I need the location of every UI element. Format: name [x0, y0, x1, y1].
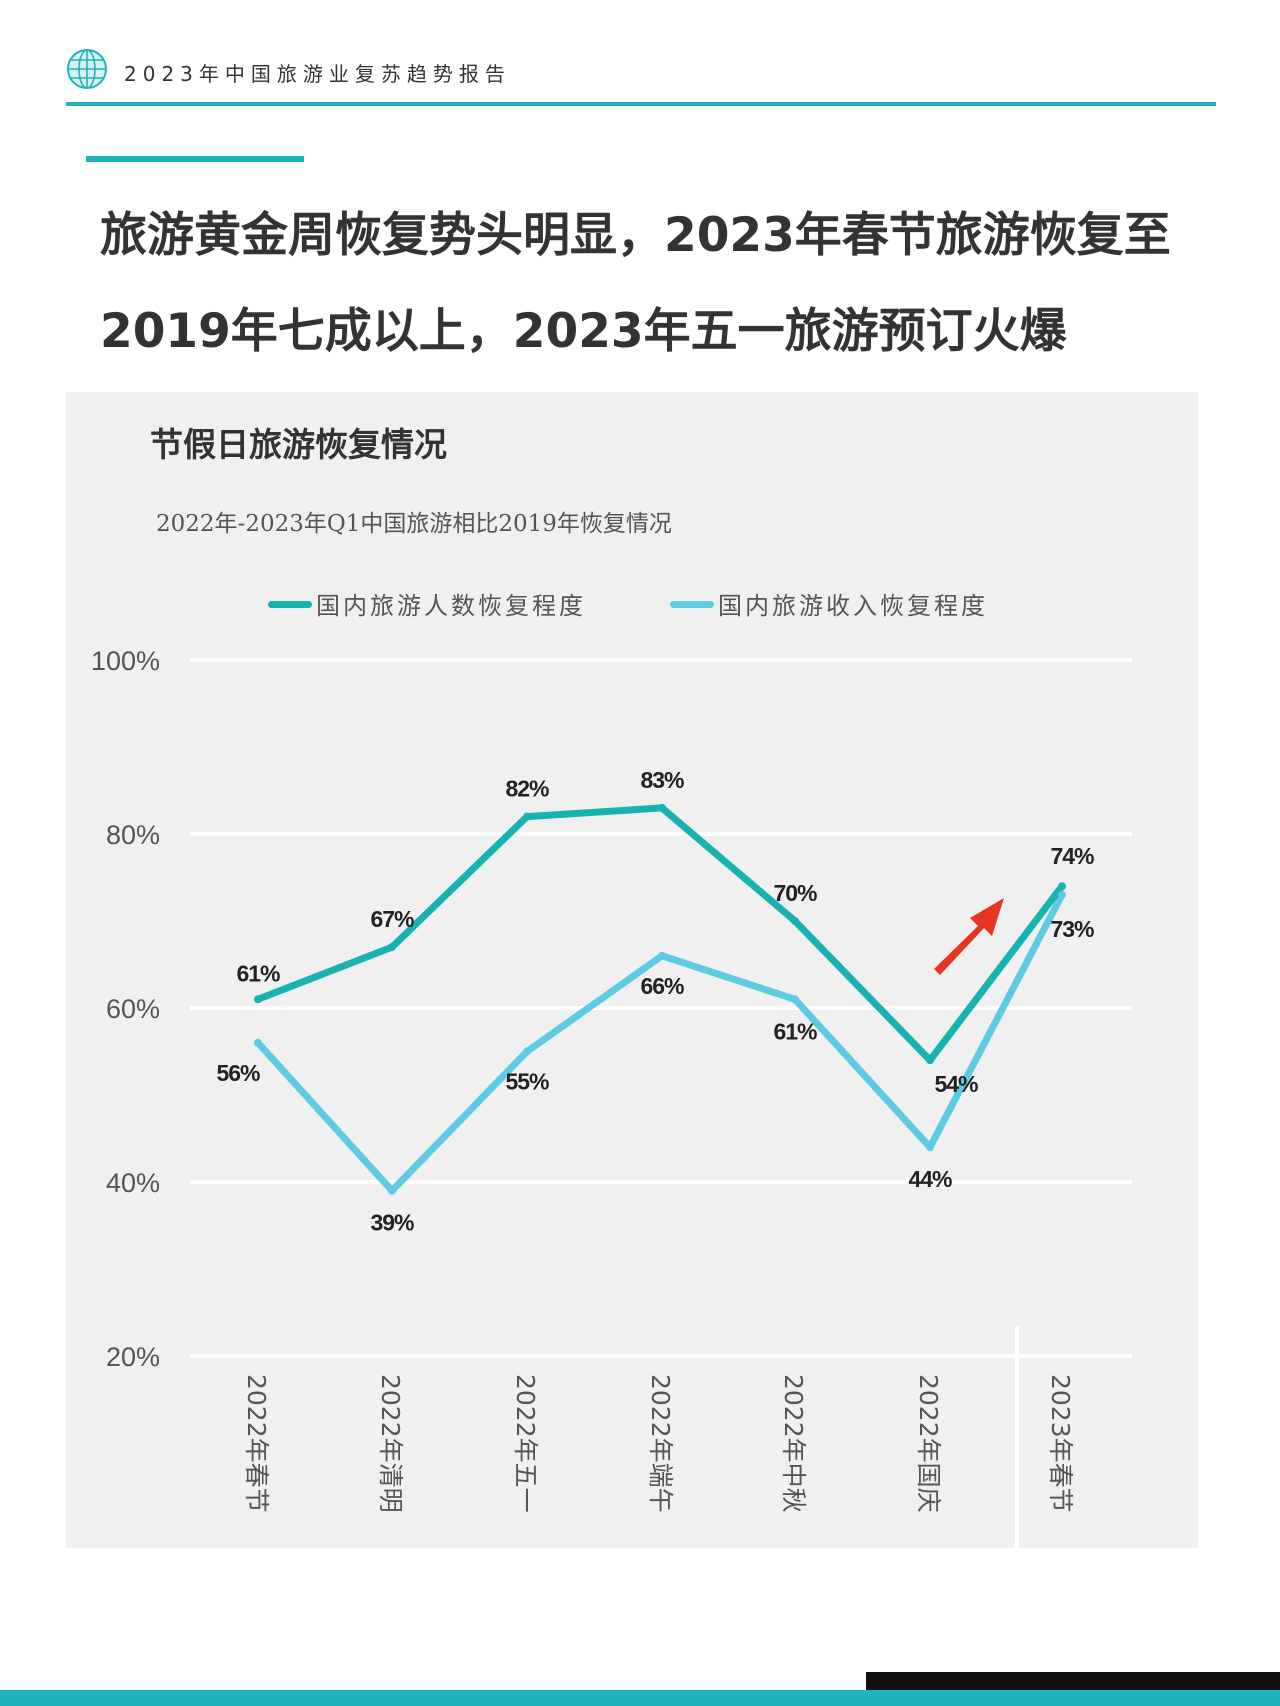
data-label: 54% — [934, 1071, 978, 1097]
data-label: 67% — [370, 906, 414, 932]
y-tick-label: 20% — [106, 1342, 160, 1372]
data-point — [523, 812, 531, 821]
panel-title: 节假日旅游恢复情况 — [150, 425, 447, 464]
data-point — [791, 995, 799, 1004]
data-point — [658, 803, 666, 812]
data-label: 61% — [773, 1018, 817, 1044]
x-tick-label: 2022年清明 — [376, 1374, 405, 1513]
y-tick-label: 100% — [91, 646, 160, 676]
x-tick-label: 2022年春节 — [242, 1374, 271, 1513]
y-tick-label: 40% — [106, 1168, 160, 1198]
header-divider — [66, 102, 1216, 106]
data-point — [1058, 890, 1066, 899]
y-tick-label: 60% — [106, 994, 160, 1024]
data-point — [388, 1186, 396, 1195]
report-title: 2023年中国旅游业复苏趋势报告 — [124, 62, 511, 86]
series-line-visitors — [254, 804, 1066, 1064]
report-header: 2023年中国旅游业复苏趋势报告 — [66, 48, 1216, 98]
y-tick-label: 80% — [106, 820, 160, 850]
data-label: 73% — [1050, 916, 1094, 942]
data-point — [254, 995, 262, 1004]
data-label: 74% — [1050, 843, 1094, 869]
data-label: 83% — [640, 767, 684, 793]
legend-label-visitors: 国内旅游人数恢复程度 — [316, 592, 586, 620]
title-accent-bar — [86, 156, 304, 162]
x-tick-label: 2023年春节 — [1046, 1374, 1075, 1513]
x-tick-label: 2022年端午 — [646, 1374, 675, 1513]
chart-legend: 国内旅游人数恢复程度 国内旅游收入恢复程度 — [268, 584, 1028, 624]
data-label: 61% — [236, 960, 280, 986]
data-label: 66% — [640, 973, 684, 999]
data-point — [388, 943, 396, 952]
data-label: 44% — [908, 1166, 952, 1192]
legend-label-revenue: 国内旅游收入恢复程度 — [718, 592, 988, 620]
legend-swatch-revenue — [670, 601, 714, 608]
data-point — [523, 1047, 531, 1056]
data-label: 70% — [773, 880, 817, 906]
data-point — [658, 951, 666, 960]
data-label: 82% — [505, 776, 549, 802]
data-point — [254, 1038, 262, 1047]
data-point — [926, 1056, 934, 1065]
data-point — [1058, 882, 1066, 891]
chart-title: 2022年-2023年Q1中国旅游相比2019年恢复情况 — [156, 511, 672, 537]
data-point — [926, 1143, 934, 1152]
up-arrow-icon — [934, 898, 1004, 975]
data-point — [791, 917, 799, 925]
data-label: 56% — [216, 1060, 260, 1086]
x-tick-label: 2022年中秋 — [779, 1374, 808, 1513]
footer-black-bar — [866, 1672, 1280, 1690]
footer-accent-bar — [0, 1690, 1280, 1706]
x-tick-label: 2022年五一 — [511, 1374, 540, 1513]
data-label: 55% — [505, 1069, 549, 1095]
page-headline: 旅游黄金周恢复势头明显，2023年春节旅游恢复至2019年七成以上，2023年五… — [100, 208, 1171, 359]
x-tick-label: 2022年国庆 — [914, 1374, 943, 1513]
legend-swatch-visitors — [268, 601, 312, 608]
globe-icon — [67, 49, 107, 89]
data-label: 39% — [370, 1210, 414, 1236]
